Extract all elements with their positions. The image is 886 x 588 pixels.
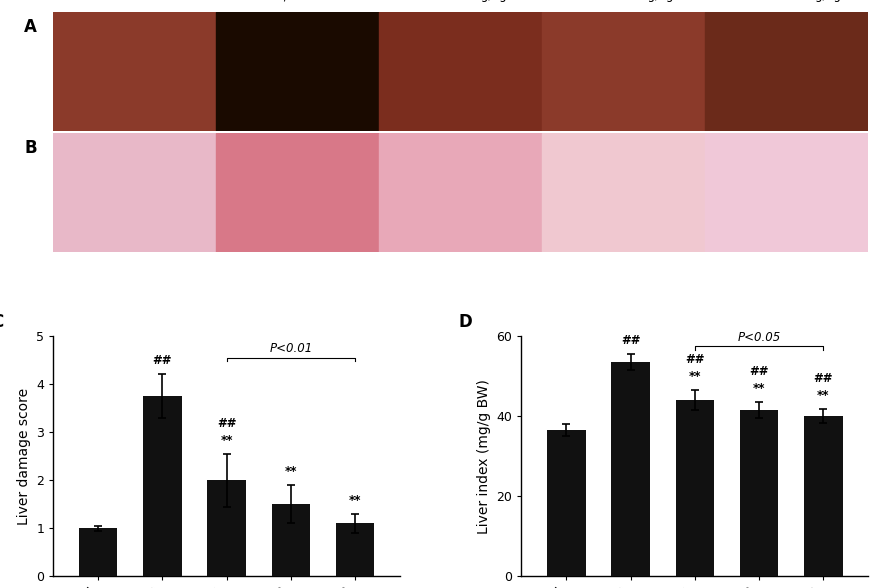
Bar	[548, 430, 586, 576]
Text: P<0.01: P<0.01	[269, 342, 313, 355]
Bar	[336, 523, 374, 576]
Bar	[542, 12, 705, 131]
Text: **: **	[284, 465, 297, 478]
Bar	[542, 133, 705, 252]
Text: ##: ##	[685, 353, 704, 366]
Bar	[216, 133, 379, 252]
Text: ##: ##	[621, 334, 641, 347]
Bar	[379, 12, 542, 131]
Bar	[379, 133, 542, 252]
Text: PDREO 150 mg/kg: PDREO 150 mg/kg	[733, 0, 841, 2]
Text: B: B	[24, 139, 37, 157]
Bar	[676, 400, 714, 576]
Bar	[705, 12, 868, 131]
Text: **: **	[817, 389, 829, 402]
Text: Control: Control	[113, 0, 156, 2]
Y-axis label: Liver damage score: Liver damage score	[17, 387, 31, 524]
Text: C: C	[0, 313, 3, 331]
Text: NAC 300 mg/kg: NAC 300 mg/kg	[415, 0, 507, 2]
Bar	[216, 12, 379, 131]
Text: PDREO 50 mg/kg: PDREO 50 mg/kg	[573, 0, 674, 2]
Text: LPS/D-GlaN: LPS/D-GlaN	[264, 0, 331, 2]
Text: ##: ##	[813, 372, 833, 385]
Text: ##: ##	[217, 417, 237, 430]
Text: **: **	[753, 382, 766, 395]
Text: P<0.05: P<0.05	[737, 330, 781, 343]
Bar	[207, 480, 245, 576]
Bar	[271, 504, 310, 576]
Text: D: D	[459, 313, 473, 331]
Bar	[611, 362, 650, 576]
Bar	[53, 133, 216, 252]
Bar	[143, 396, 182, 576]
Text: ##: ##	[152, 354, 172, 368]
Text: **: **	[221, 433, 233, 446]
Bar	[804, 416, 843, 576]
Text: ##: ##	[750, 365, 769, 378]
Text: **: **	[688, 370, 701, 383]
Y-axis label: Liver index (mg/g BW): Liver index (mg/g BW)	[477, 379, 491, 533]
Text: A: A	[24, 18, 37, 36]
Bar	[79, 528, 117, 576]
Bar	[705, 133, 868, 252]
Text: **: **	[349, 493, 361, 507]
Bar	[53, 12, 216, 131]
Bar	[740, 410, 779, 576]
